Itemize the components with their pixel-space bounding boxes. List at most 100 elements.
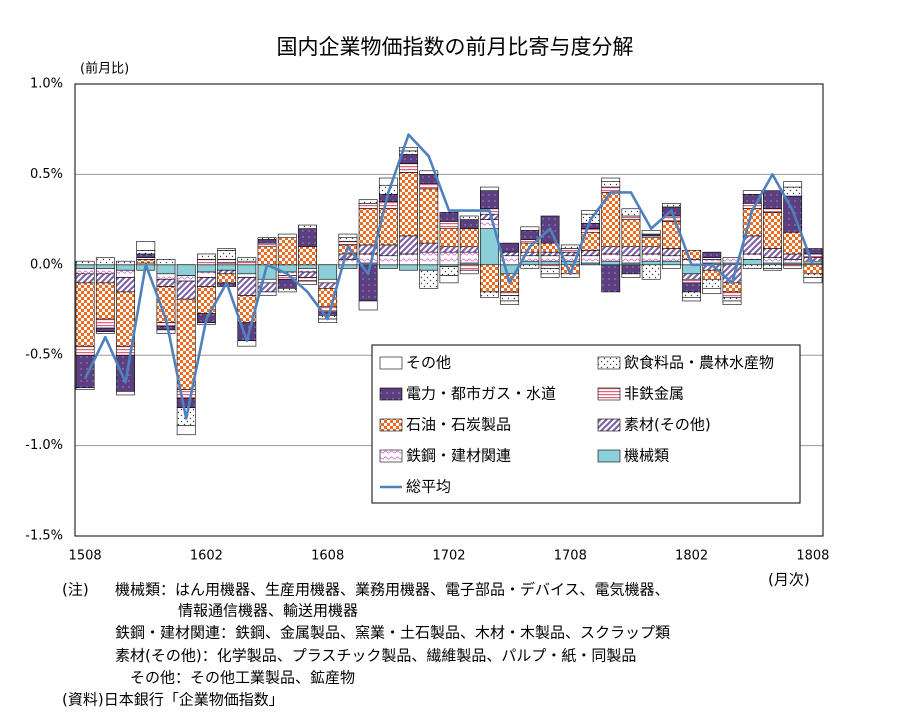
bar-segment (439, 275, 459, 284)
bar-segment (520, 230, 540, 240)
bar-segment (783, 253, 803, 260)
bar-segment (661, 203, 681, 208)
bar-segment (621, 208, 641, 217)
bar-segment (682, 250, 701, 260)
legend-swatch (379, 387, 403, 401)
bar-segment (217, 269, 237, 275)
legend-label: 素材(その他) (624, 416, 711, 434)
bar-segment (116, 391, 135, 396)
bar-segment (621, 264, 641, 275)
bar-segment (217, 250, 237, 260)
bar-segment (439, 228, 459, 248)
bar-segment (378, 201, 398, 210)
bar-segment (520, 264, 540, 269)
bar-segment (480, 186, 499, 191)
bar-segment (136, 240, 156, 251)
bar-segment (540, 251, 560, 257)
bar-segment (459, 264, 479, 271)
bar-segment (763, 248, 782, 258)
note-label: (注) (62, 581, 89, 599)
bar-segment (601, 177, 621, 182)
bar-segment (742, 235, 762, 255)
bar-segment (237, 264, 257, 275)
legend-label: 総平均 (406, 478, 451, 496)
bar-segment (217, 248, 237, 251)
bar-segment (257, 291, 277, 296)
bar-segment (399, 146, 418, 152)
bar-segment (399, 264, 418, 271)
bar-segment (257, 246, 277, 266)
bar-segment (378, 264, 398, 269)
bar-segment (439, 251, 459, 266)
legend-swatch (597, 418, 621, 432)
bar-segment (237, 260, 257, 266)
x-axis-label: (月次) (768, 571, 810, 589)
bar-segment (277, 288, 297, 293)
x-tick-label: 1802 (675, 549, 708, 564)
bar-segment (116, 277, 135, 293)
bar-segment (459, 269, 479, 275)
bar-segment (439, 212, 459, 222)
bar-segment (95, 282, 115, 320)
bar-segment (581, 222, 600, 229)
bar-segment (763, 190, 782, 210)
bar-segment (257, 242, 277, 248)
bar-segment (419, 264, 439, 271)
x-tick-label: 1508 (69, 549, 102, 564)
x-tick-label: 1808 (796, 549, 829, 564)
bar-segment (621, 273, 641, 278)
bar-segment (722, 291, 742, 298)
bar-segment (399, 172, 418, 237)
source: (資料)日本銀行「企業物価指数」 (62, 691, 284, 709)
bar-segment (783, 186, 803, 197)
bar-segment (621, 215, 641, 220)
bar-segment (156, 278, 176, 287)
bar-segment (378, 244, 398, 257)
bar-segment (358, 199, 378, 204)
bar-segment (439, 266, 459, 276)
bar-segment (75, 345, 95, 356)
bar-segment (95, 318, 115, 329)
bar-segment (257, 237, 277, 240)
bar-segment (136, 259, 156, 264)
bar-segment (722, 282, 742, 293)
bar-segment (419, 269, 439, 289)
bar-segment (95, 331, 115, 334)
bar-segment (783, 259, 803, 264)
bar-segment (176, 275, 196, 282)
bar-segment (176, 425, 196, 436)
bar-segment (318, 282, 338, 289)
bar-segment (803, 277, 823, 284)
bar-segment (156, 259, 176, 266)
bar-segment (621, 246, 641, 257)
y-tick-label: -1.0% (25, 438, 63, 453)
bar-segment (641, 253, 661, 262)
bar-segment (419, 188, 439, 244)
bar-segment (75, 387, 95, 390)
bar-segment (661, 255, 681, 262)
bar-segment (682, 297, 701, 302)
bar-segment (237, 257, 257, 262)
legend-box (371, 344, 801, 504)
bar-segment (803, 253, 823, 258)
bar-segment (742, 264, 762, 269)
bar-segment (197, 253, 216, 260)
bar-segment (277, 233, 297, 238)
bar-segment (480, 219, 499, 229)
bar-segment (581, 210, 600, 215)
bar-segment (500, 300, 520, 305)
bar-segment (75, 260, 95, 266)
bar-segment (742, 253, 762, 260)
bar-segment (763, 212, 782, 249)
x-tick-label: 1608 (311, 549, 344, 564)
bar-segment (298, 224, 317, 229)
bar-segment (116, 260, 135, 266)
legend-label: 電力・都市ガス・水道 (406, 385, 556, 403)
bar-segment (621, 255, 641, 264)
bar-segment (257, 239, 277, 244)
bar-segment (682, 278, 701, 284)
bar-segment (722, 297, 742, 302)
bar-segment (661, 260, 681, 266)
bar-segment (136, 253, 156, 258)
bar-segment (419, 170, 439, 175)
